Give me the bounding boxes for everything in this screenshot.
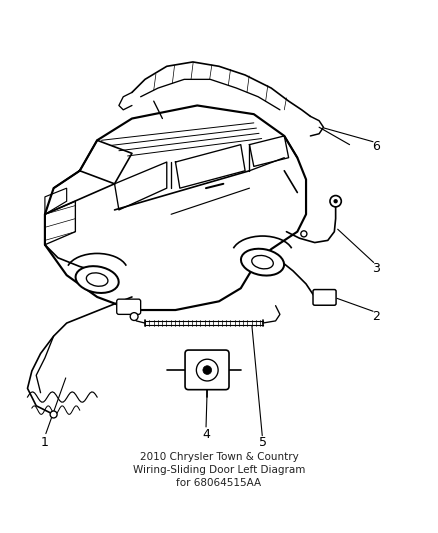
Circle shape bbox=[333, 199, 338, 204]
Circle shape bbox=[130, 313, 138, 320]
Circle shape bbox=[301, 231, 307, 237]
Text: 2: 2 bbox=[372, 310, 380, 323]
FancyBboxPatch shape bbox=[313, 289, 336, 305]
Text: 4: 4 bbox=[202, 427, 210, 441]
FancyBboxPatch shape bbox=[117, 299, 141, 314]
Text: 6: 6 bbox=[372, 140, 380, 154]
Circle shape bbox=[50, 411, 57, 418]
Ellipse shape bbox=[252, 255, 273, 269]
Circle shape bbox=[330, 196, 341, 207]
Text: 1: 1 bbox=[41, 437, 49, 449]
Ellipse shape bbox=[86, 273, 108, 286]
Text: 5: 5 bbox=[258, 437, 266, 449]
Ellipse shape bbox=[76, 266, 119, 293]
Text: 3: 3 bbox=[372, 262, 380, 275]
Ellipse shape bbox=[241, 249, 284, 276]
Circle shape bbox=[203, 366, 212, 375]
FancyBboxPatch shape bbox=[185, 350, 229, 390]
Text: 2010 Chrysler Town & Country
Wiring-Sliding Door Left Diagram
for 68064515AA: 2010 Chrysler Town & Country Wiring-Slid… bbox=[133, 452, 305, 488]
